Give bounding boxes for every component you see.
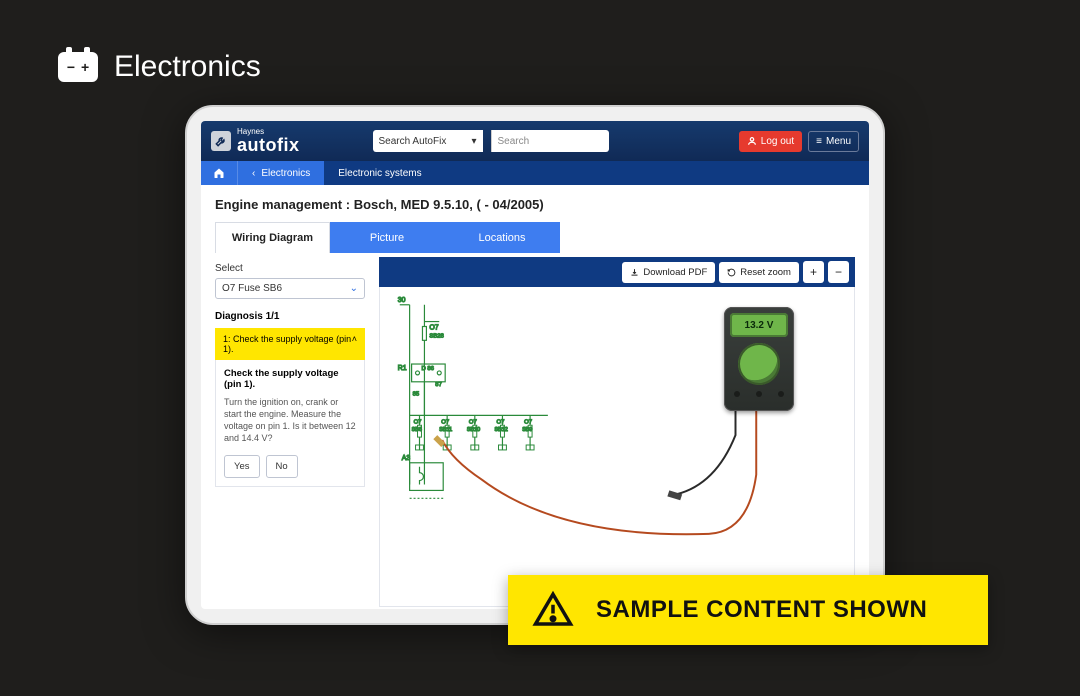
meter-reading: 13.2 V (730, 313, 788, 337)
svg-text:SB10: SB10 (467, 427, 480, 433)
battery-icon: − + (58, 52, 98, 82)
svg-text:A3: A3 (402, 455, 411, 462)
chevron-up-icon: ˄ (352, 334, 357, 354)
wiring-diagram[interactable]: 30 O7 SB28 R1 (379, 287, 855, 607)
tabs: Wiring Diagram Picture Locations (215, 222, 855, 253)
multimeter: 13.2 V (724, 307, 794, 411)
yes-label: Yes (234, 461, 250, 472)
menu-button[interactable]: ≡ Menu (808, 131, 859, 152)
svg-text:85: 85 (413, 392, 420, 398)
sample-banner: SAMPLE CONTENT SHOWN (508, 575, 988, 645)
reset-zoom-button[interactable]: Reset zoom (719, 262, 799, 283)
breadcrumb-back-label: Electronics (261, 168, 310, 179)
diagnosis-panel: Select O7 Fuse SB6 ⌄ Diagnosis 1/1 1: Ch… (215, 253, 365, 607)
diagnosis-instruction: Turn the ignition on, crank or start the… (224, 396, 356, 445)
diagram-panel: Download PDF Reset zoom + − (379, 253, 855, 607)
tab-picture-label: Picture (370, 232, 404, 244)
zoom-out-button[interactable]: − (828, 261, 849, 283)
svg-text:O7: O7 (414, 419, 422, 425)
diagnosis-step-label: 1: Check the supply voltage (pin 1). (223, 334, 352, 354)
screen: Haynes autofix Search AutoFix ▾ Search L… (201, 121, 869, 609)
diagnosis-title: Diagnosis 1/1 (215, 311, 365, 322)
no-label: No (276, 461, 288, 472)
wrench-icon (211, 131, 231, 151)
svg-text:SB28: SB28 (429, 333, 444, 339)
svg-text:R1: R1 (398, 365, 407, 372)
home-button[interactable] (201, 161, 237, 185)
banner-text: SAMPLE CONTENT SHOWN (596, 596, 927, 624)
select-label: Select (215, 263, 365, 274)
svg-text:O7: O7 (524, 419, 532, 425)
page-title: Engine management : Bosch, MED 9.5.10, (… (215, 197, 855, 212)
user-icon (747, 136, 757, 146)
svg-text:SB6: SB6 (412, 427, 422, 433)
diagram-toolbar: Download PDF Reset zoom + − (379, 257, 855, 287)
breadcrumb-current: Electronic systems (324, 161, 435, 185)
no-button[interactable]: No (266, 455, 298, 478)
search-scope-label: Search AutoFix (379, 136, 447, 147)
svg-text:O7: O7 (441, 419, 449, 425)
plus-icon: + (810, 266, 817, 278)
component-select[interactable]: O7 Fuse SB6 ⌄ (215, 278, 365, 299)
tab-locations[interactable]: Locations (445, 222, 560, 253)
brand-logo[interactable]: Haynes autofix (211, 128, 300, 155)
tab-locations-label: Locations (478, 232, 525, 244)
svg-text:SB11: SB11 (439, 427, 452, 433)
tab-wiring-label: Wiring Diagram (232, 232, 313, 244)
logout-label: Log out (761, 136, 794, 147)
battery-plus: + (81, 59, 89, 75)
diagnosis-question: Check the supply voltage (pin 1). (224, 368, 356, 390)
svg-text:D 86: D 86 (421, 366, 434, 372)
hamburger-icon: ≡ (816, 136, 822, 147)
svg-text:O7: O7 (429, 324, 438, 331)
component-select-value: O7 Fuse SB6 (222, 283, 282, 294)
minus-icon: − (835, 266, 842, 278)
chevron-left-icon: ‹ (252, 168, 255, 179)
svg-text:O7: O7 (497, 419, 505, 425)
download-pdf-button[interactable]: Download PDF (622, 262, 715, 283)
menu-label: Menu (826, 136, 851, 147)
reset-icon (727, 268, 736, 277)
zoom-in-button[interactable]: + (803, 261, 824, 283)
home-icon (213, 167, 225, 179)
svg-text:87: 87 (435, 382, 442, 388)
diagnosis-body: Check the supply voltage (pin 1). Turn t… (215, 360, 365, 487)
app-header: Haynes autofix Search AutoFix ▾ Search L… (201, 121, 869, 161)
meter-dial (738, 343, 780, 385)
search-placeholder: Search (498, 136, 530, 147)
tablet-frame: Haynes autofix Search AutoFix ▾ Search L… (185, 105, 885, 625)
svg-text:30: 30 (398, 297, 406, 304)
svg-text:SB12: SB12 (495, 427, 508, 433)
diagnosis-step-header[interactable]: 1: Check the supply voltage (pin 1). ˄ (215, 328, 365, 360)
chevron-down-icon: ▾ (471, 136, 476, 147)
breadcrumb-back[interactable]: ‹ Electronics (237, 161, 324, 185)
svg-text:O7: O7 (469, 419, 477, 425)
search-input[interactable]: Search (491, 130, 609, 152)
logout-button[interactable]: Log out (739, 131, 802, 152)
breadcrumb: ‹ Electronics Electronic systems (201, 161, 869, 185)
brand-big: autofix (237, 135, 300, 155)
category-label: Electronics (114, 50, 261, 84)
battery-minus: − (67, 59, 75, 75)
breadcrumb-current-label: Electronic systems (338, 168, 421, 179)
reset-label: Reset zoom (740, 267, 791, 278)
tab-wiring[interactable]: Wiring Diagram (215, 222, 330, 253)
category-header: − + Electronics (58, 50, 261, 84)
download-icon (630, 268, 639, 277)
download-label: Download PDF (643, 267, 707, 278)
search-scope-select[interactable]: Search AutoFix ▾ (373, 130, 483, 152)
yes-button[interactable]: Yes (224, 455, 260, 478)
svg-text:SB9: SB9 (522, 427, 532, 433)
tab-picture[interactable]: Picture (330, 222, 445, 253)
chevron-down-icon: ⌄ (350, 283, 358, 294)
warning-icon (532, 589, 574, 631)
